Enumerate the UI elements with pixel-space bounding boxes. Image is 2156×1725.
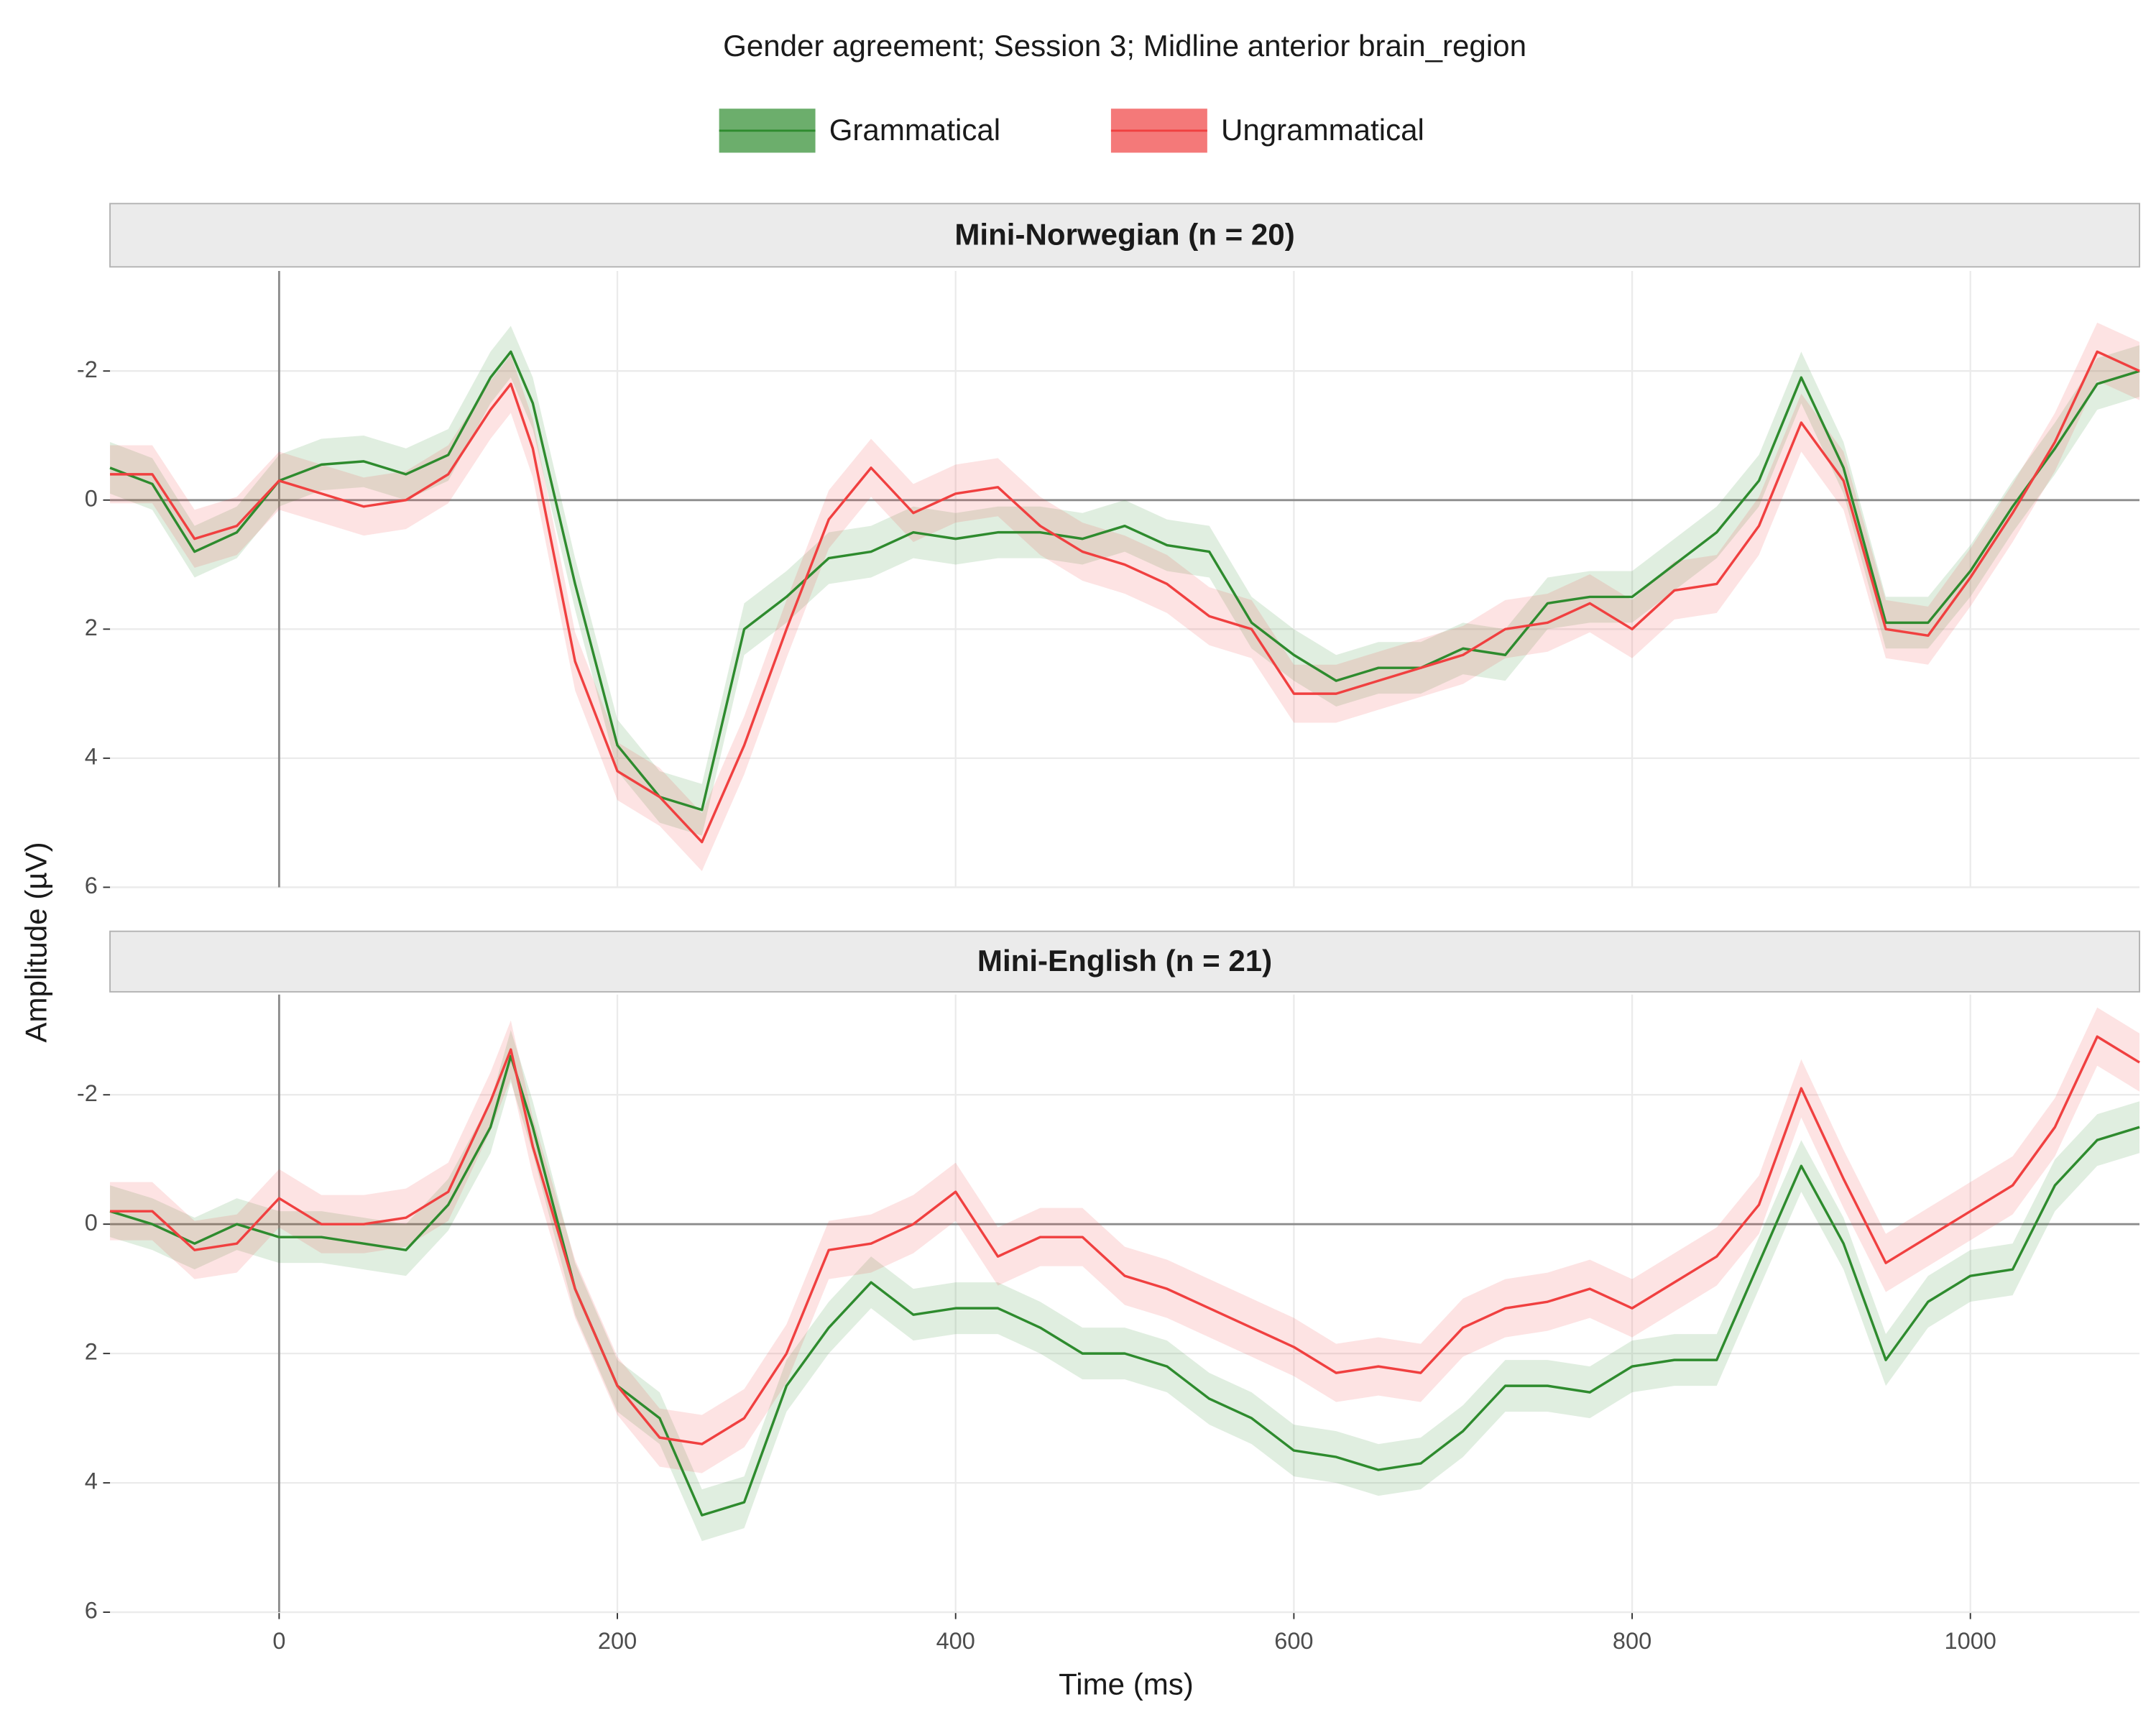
y-tick-label: 6 xyxy=(85,1598,98,1624)
panel-strip xyxy=(109,930,2140,993)
series-line xyxy=(110,1035,2140,1445)
series-line xyxy=(109,1054,2140,1517)
y-tick-label: 4 xyxy=(85,743,98,769)
y-tick-label: 0 xyxy=(85,485,98,511)
y-tick-label: -2 xyxy=(77,1080,98,1106)
y-tick-label: 4 xyxy=(85,1468,98,1494)
x-axis-title: Time (ms) xyxy=(1059,1668,1194,1701)
y-tick-label: 6 xyxy=(85,873,98,898)
y-tick-label: 2 xyxy=(85,615,98,640)
y-axis-title: Amplitude (µV) xyxy=(19,842,53,1042)
series-line xyxy=(110,350,2140,844)
panel-title: Mini-English (n = 21) xyxy=(977,944,1272,978)
confidence-band xyxy=(110,1007,2140,1473)
series-line xyxy=(109,350,2140,811)
y-tick-label: 2 xyxy=(85,1339,98,1365)
x-tick-label: 400 xyxy=(936,1628,975,1654)
legend-label: Grammatical xyxy=(829,113,1000,147)
x-tick-label: 0 xyxy=(272,1628,285,1654)
chart-title: Gender agreement; Session 3; Midline ant… xyxy=(723,29,1526,63)
x-tick-label: 1000 xyxy=(1945,1628,1996,1654)
panel-strip xyxy=(109,203,2140,268)
panel-title: Mini-Norwegian (n = 20) xyxy=(954,217,1294,251)
y-tick-label: 0 xyxy=(85,1210,98,1236)
x-tick-label: 800 xyxy=(1613,1628,1651,1654)
legend-label: Ungrammatical xyxy=(1221,113,1424,147)
x-tick-label: 600 xyxy=(1274,1628,1313,1654)
x-tick-label: 200 xyxy=(598,1628,637,1654)
y-tick-label: -2 xyxy=(77,356,98,382)
